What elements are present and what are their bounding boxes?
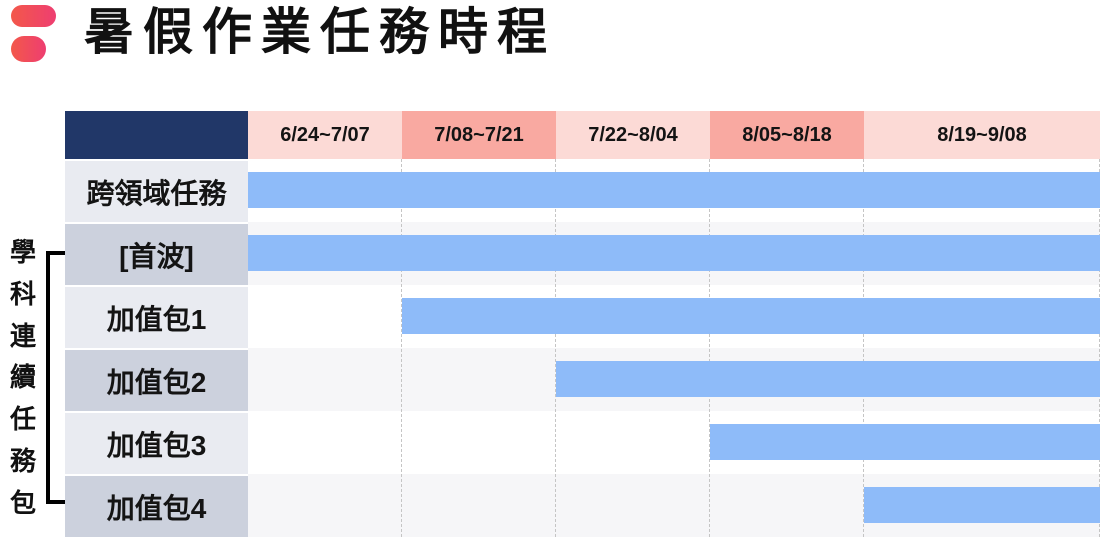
gantt-gridline [709, 159, 710, 537]
gantt-row: 加值包3 [65, 411, 1100, 474]
group-label-char: 包 [9, 487, 36, 518]
gantt-row-label: 加值包2 [65, 348, 248, 411]
gantt-row: 加值包1 [65, 285, 1100, 348]
group-bracket-line [46, 251, 50, 504]
group-label-char: 學 [9, 237, 36, 267]
gantt-bar [248, 172, 1100, 208]
gantt-period-header: 8/19~9/08 [864, 111, 1100, 159]
group-bracket-bottom-arm [46, 500, 66, 504]
gantt-gridline [555, 159, 556, 537]
gantt-gridline [401, 159, 402, 537]
gantt-row-track [248, 159, 1100, 222]
gantt-bar [248, 235, 1100, 271]
gantt-row-label: [首波] [65, 222, 248, 285]
group-label-char: 續 [9, 362, 36, 393]
gantt-row-label: 跨領域任務 [65, 159, 248, 222]
group-label-vertical: 學科連續任務包 [9, 239, 37, 517]
gantt-period-header: 8/05~8/18 [710, 111, 864, 159]
gantt-row: [首波] [65, 222, 1100, 285]
gantt-period-header: 7/08~7/21 [402, 111, 556, 159]
group-bracket-top-arm [46, 251, 66, 255]
gantt-period-header: 7/22~8/04 [556, 111, 710, 159]
gantt-bar [864, 487, 1100, 523]
gantt-header-row: 6/24~7/07 7/08~7/21 7/22~8/04 8/05~8/18 8/19… [65, 111, 1100, 159]
gantt-row-label: 加值包1 [65, 285, 248, 348]
page-title: 暑假作業任務時程 [84, 4, 556, 60]
gantt-row-track [248, 411, 1100, 474]
gantt-period-header: 6/24~7/07 [248, 111, 402, 159]
group-label-char: 連 [9, 320, 36, 351]
gantt-row-track [248, 285, 1100, 348]
gantt-gridline [1099, 159, 1100, 537]
group-label-char: 科 [9, 278, 36, 309]
group-label-char: 任 [9, 404, 36, 435]
group-label-char: 務 [9, 446, 36, 477]
gantt-row: 加值包4 [65, 474, 1100, 537]
gantt-row-track [248, 348, 1100, 411]
gantt-row: 跨領域任務 [65, 159, 1100, 222]
gantt-corner-cell [65, 111, 248, 159]
gantt-row-label: 加值包4 [65, 474, 248, 537]
gantt-row: 加值包2 [65, 348, 1100, 411]
gantt-row-track [248, 222, 1100, 285]
gantt-body: 跨領域任務 [首波] 加值包1 加值包2 加值包3 加值包4 [65, 159, 1100, 537]
logo-pill-bottom-icon [11, 36, 46, 62]
gantt-gridline [863, 159, 864, 537]
gantt-chart: 6/24~7/07 7/08~7/21 7/22~8/04 8/05~8/18 8/19… [65, 111, 1100, 537]
gantt-row-label: 加值包3 [65, 411, 248, 474]
gantt-bar [556, 361, 1100, 397]
logo-pill-top-icon [11, 5, 56, 27]
gantt-bar [402, 298, 1100, 334]
gantt-bar [710, 424, 1100, 460]
gantt-row-track [248, 474, 1100, 537]
